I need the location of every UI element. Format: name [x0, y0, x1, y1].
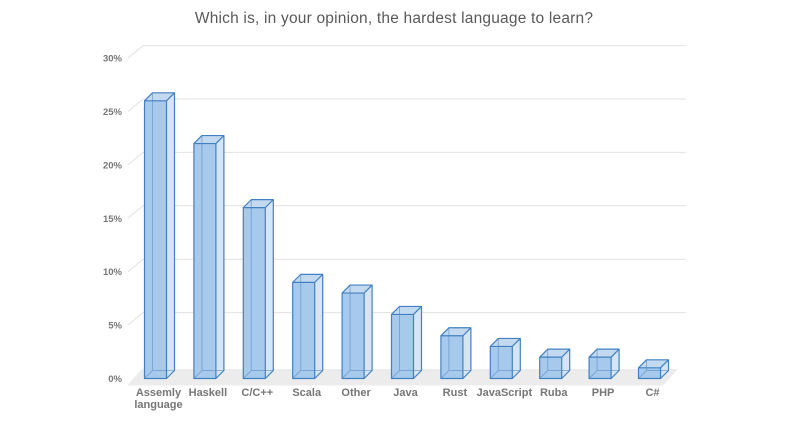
- x-axis-label: PHP: [592, 387, 615, 399]
- bar-hidden-edges: [489, 338, 521, 379]
- bar-hidden-edges: [242, 199, 274, 379]
- gridline-tick: [127, 312, 144, 326]
- bar-c-c-: [242, 199, 274, 380]
- bar-side-face: [413, 306, 422, 379]
- bar-side-face: [611, 349, 620, 379]
- bar-front-face: [342, 293, 365, 379]
- bar-rust: [440, 327, 472, 380]
- bar-outline: [242, 199, 274, 380]
- x-axis-label: Rust: [443, 387, 468, 399]
- bar-other: [341, 284, 373, 380]
- bar-front-face: [193, 143, 216, 379]
- x-axis-label: JavaScript: [476, 387, 532, 399]
- bar-side-face: [215, 135, 224, 379]
- bar-side-face: [314, 274, 323, 379]
- bar-hidden-edges: [341, 285, 373, 379]
- bar-outline: [390, 305, 423, 380]
- bar-front-face: [292, 282, 315, 379]
- bar-hidden-edges: [144, 92, 175, 379]
- x-axis-label: C#: [645, 387, 659, 399]
- gridline-tick: [127, 98, 144, 112]
- bar-hidden-edges: [440, 327, 471, 379]
- bar-hidden-edges: [391, 306, 422, 379]
- bar-front-face: [144, 100, 167, 379]
- bar-hidden-edges: [588, 349, 620, 379]
- bar-scala: [292, 273, 324, 380]
- x-axis-label: Scala: [292, 387, 322, 399]
- x-axis-label: Java: [393, 387, 418, 399]
- bar-side-face: [462, 327, 471, 379]
- bar-php: [588, 348, 620, 380]
- bar-outline: [440, 327, 472, 380]
- chart-title: Which is, in your opinion, the hardest l…: [194, 10, 594, 27]
- gridline-tick: [127, 258, 144, 273]
- bar-assemly-language: [143, 92, 176, 380]
- bar-side-face: [265, 199, 274, 379]
- bar-side-face: [166, 92, 175, 379]
- x-axis-label: Assemly language: [134, 387, 182, 411]
- bar-outline: [489, 337, 521, 380]
- gridline-tick: [127, 152, 144, 166]
- bar-side-face: [512, 338, 521, 379]
- x-axis-label: C/C++: [241, 387, 273, 399]
- bar-ruba: [539, 348, 571, 380]
- y-axis-label: 10%: [103, 267, 123, 278]
- bar-hidden-edges: [638, 359, 669, 379]
- bar-haskell: [193, 134, 225, 380]
- y-axis-label: 15%: [103, 214, 123, 225]
- bar-hidden-edges: [193, 135, 224, 379]
- bar-outline: [637, 359, 670, 380]
- bar-outline: [193, 134, 225, 380]
- bar-c-: [637, 359, 670, 380]
- bar-side-face: [660, 359, 669, 379]
- gridline-tick: [127, 205, 144, 219]
- x-axis-label: Ruba: [540, 387, 568, 399]
- x-axis-label: Haskell: [189, 387, 228, 399]
- y-axis-label: 5%: [108, 321, 122, 332]
- x-axis-label: Other: [341, 387, 371, 399]
- bar-side-face: [561, 349, 570, 379]
- bar-outline: [341, 284, 373, 380]
- bar-outline: [143, 92, 176, 380]
- bar-front-face: [490, 346, 513, 379]
- y-axis-label: 20%: [103, 160, 123, 171]
- bar-outline: [292, 273, 324, 380]
- bar-outline: [588, 348, 620, 380]
- y-axis-label: 30%: [103, 54, 123, 65]
- gridline-tick: [127, 45, 144, 59]
- bar-front-face: [391, 314, 414, 379]
- bar-javascript: [489, 337, 521, 380]
- bar-front-face: [243, 207, 266, 379]
- y-axis-label: 25%: [103, 107, 123, 118]
- bar-java: [390, 305, 423, 380]
- bar-hidden-edges: [539, 349, 570, 379]
- bar-outline: [539, 348, 571, 380]
- y-axis-label: 0%: [108, 374, 122, 385]
- bar-front-face: [440, 335, 463, 379]
- bar-hidden-edges: [292, 274, 323, 379]
- bar-front-face: [638, 367, 661, 379]
- bar-side-face: [364, 285, 373, 379]
